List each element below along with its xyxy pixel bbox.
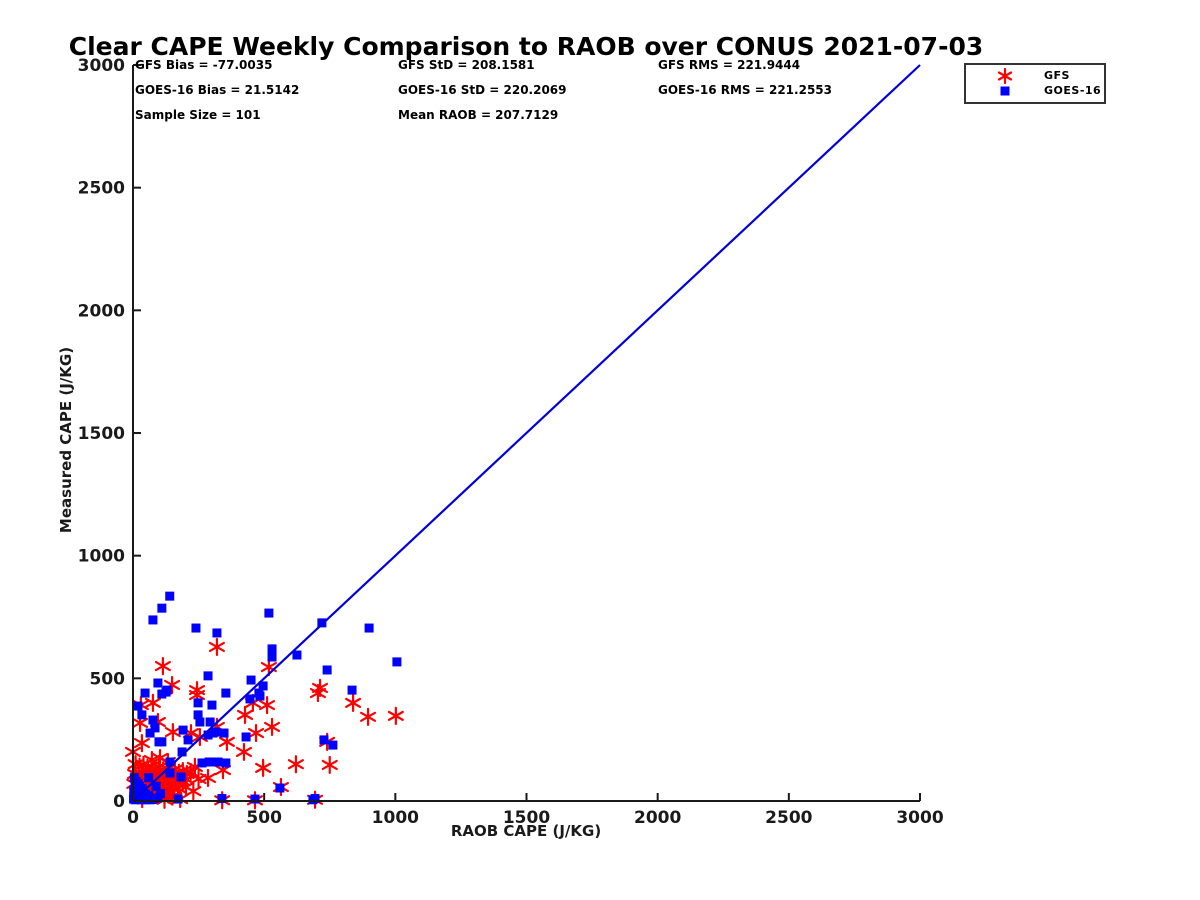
svg-text:3000: 3000	[78, 56, 125, 76]
x-axis-label: RAOB CAPE (J/KG)	[450, 822, 602, 840]
stat-goes-rms: GOES-16 RMS = 221.2553	[658, 83, 832, 97]
legend-label-goes16: GOES-16	[1044, 84, 1102, 97]
goes16-square-icon	[966, 83, 1044, 99]
gfs-points	[124, 637, 404, 810]
svg-text:2000: 2000	[634, 808, 681, 828]
chart-title: Clear CAPE Weekly Comparison to RAOB ove…	[68, 32, 984, 61]
svg-text:2000: 2000	[78, 301, 125, 321]
stat-mean-raob: Mean RAOB = 207.7129	[398, 108, 559, 122]
svg-text:500: 500	[90, 669, 126, 689]
identity-line	[132, 64, 921, 802]
svg-text:0: 0	[127, 808, 139, 828]
svg-text:3000: 3000	[896, 808, 943, 828]
svg-text:1000: 1000	[372, 808, 419, 828]
stat-goes-bias: GOES-16 Bias = 21.5142	[135, 83, 300, 97]
svg-text:2500: 2500	[765, 808, 812, 828]
stat-sample-size: Sample Size = 101	[135, 108, 261, 122]
svg-text:500: 500	[246, 808, 282, 828]
legend-item-goes16: GOES-16	[966, 83, 1104, 98]
stat-goes-std: GOES-16 StD = 220.2069	[398, 83, 567, 97]
svg-text:2500: 2500	[78, 179, 125, 199]
legend-label-gfs: GFS	[1044, 69, 1070, 82]
y-axis-label: Measured CAPE (J/KG)	[57, 346, 75, 534]
svg-text:0: 0	[113, 792, 125, 812]
stat-gfs-rms: GFS RMS = 221.9444	[658, 58, 801, 72]
svg-text:1500: 1500	[503, 808, 550, 828]
stat-gfs-std: GFS StD = 208.1581	[398, 58, 535, 72]
tick-labels: 0 500 1000 1500 2000 2500 3000 0 500 1000 1500 2000…	[78, 56, 944, 828]
stat-gfs-bias: GFS Bias = -77.0035	[135, 58, 273, 72]
legend-item-gfs: GFS	[966, 67, 1104, 84]
gfs-asterisk-icon	[966, 67, 1044, 84]
tick-marks	[132, 64, 921, 802]
svg-text:1500: 1500	[78, 424, 125, 444]
legend: GFS GOES-16	[964, 63, 1106, 104]
svg-text:1000: 1000	[78, 547, 125, 567]
